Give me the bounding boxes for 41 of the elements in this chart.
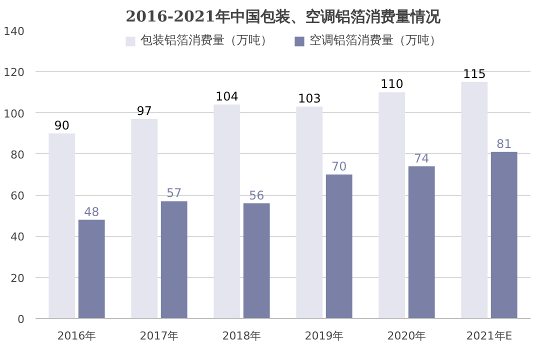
bar (408, 166, 435, 318)
y-tick-label: 120 (4, 66, 25, 80)
data-label: 90 (54, 118, 70, 132)
data-label: 70 (331, 160, 347, 174)
data-label: 56 (248, 188, 264, 202)
bar (326, 174, 352, 318)
x-tick-label: 2017年 (140, 330, 179, 342)
data-label: 48 (84, 204, 100, 219)
y-tick-label: 100 (4, 107, 25, 120)
data-label: 110 (380, 77, 404, 92)
x-tick-label: 2020年 (387, 330, 426, 342)
x-tick-label: 2019年 (304, 330, 344, 342)
bar (78, 220, 105, 318)
x-tick-label: 2021年E (466, 330, 512, 342)
bar (214, 104, 240, 318)
bar (243, 203, 270, 318)
bar (48, 133, 76, 318)
legend-label: 空调铝箔消费量（万吨） (310, 32, 442, 49)
bar (131, 118, 158, 318)
data-label: 74 (414, 151, 430, 166)
x-tick-label: 2018年 (222, 330, 262, 342)
bar (378, 92, 406, 318)
y-tick-label: 140 (4, 25, 25, 38)
data-label: 103 (298, 92, 321, 106)
data-label: 57 (166, 186, 182, 200)
legend-label: 包装铝箔消费量（万吨） (140, 32, 272, 49)
chart-title: 2016-2021年中国包装、空调铝箔消费量情况 (126, 8, 442, 26)
bar (461, 82, 488, 318)
bar (160, 201, 188, 318)
bar (490, 152, 518, 318)
data-label: 104 (215, 90, 238, 104)
bar (296, 106, 323, 318)
y-tick-label: 80 (10, 148, 25, 162)
data-label: 115 (462, 66, 486, 81)
data-label: 97 (136, 104, 152, 118)
x-tick-label: 2016年 (57, 330, 96, 342)
y-tick-label: 0 (18, 313, 24, 326)
data-label: 81 (496, 136, 512, 151)
y-tick-label: 60 (10, 190, 25, 203)
y-tick-label: 40 (10, 230, 25, 244)
y-tick-label: 20 (10, 272, 25, 285)
